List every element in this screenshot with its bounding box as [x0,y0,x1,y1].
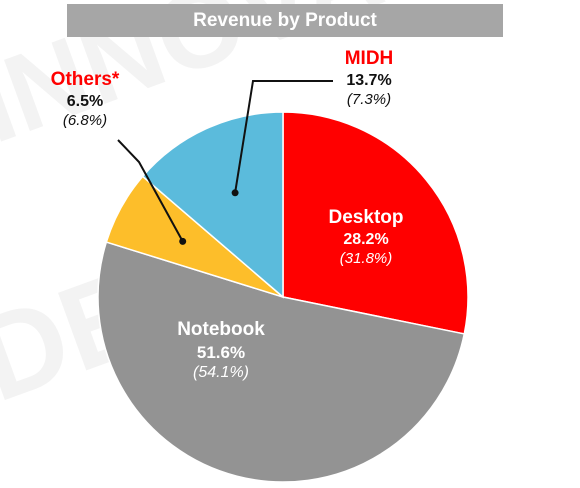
slice-value-label: 13.7% [346,71,392,89]
slice-label-others: Others* 6.5% (6.8%) [40,68,130,131]
pie-slice-desktop [282,111,469,335]
slice-previous-label: (6.8%) [62,111,108,129]
slice-value-label: 51.6% [196,342,246,362]
pie-slice-notebook [97,241,466,483]
slice-name: Desktop [328,207,404,228]
slice-name: Notebook [177,319,265,340]
slice-value-label: 28.2% [343,230,389,248]
slice-previous-label: (54.1%) [192,364,250,381]
slice-label-notebook: Notebook 51.6% (54.1%) [166,318,276,383]
leader-line-others [117,139,184,242]
leader-line-others-dot [179,237,187,245]
leader-line-midh [234,80,333,193]
leader-line-midh-dot [231,189,239,197]
slice-value-label: 6.5% [66,92,104,110]
slice-label-desktop: Desktop 28.2% (31.8%) [318,206,414,269]
slice-name: Others* [50,69,120,90]
slice-label-midh: MIDH 13.7% (7.3%) [333,47,405,110]
slice-name: MIDH [344,48,394,69]
slice-previous-label: (31.8%) [339,249,393,267]
chart-title: Revenue by Product [67,4,503,37]
slice-previous-label: (7.3%) [346,90,392,108]
pie-slice-midh [141,111,284,299]
